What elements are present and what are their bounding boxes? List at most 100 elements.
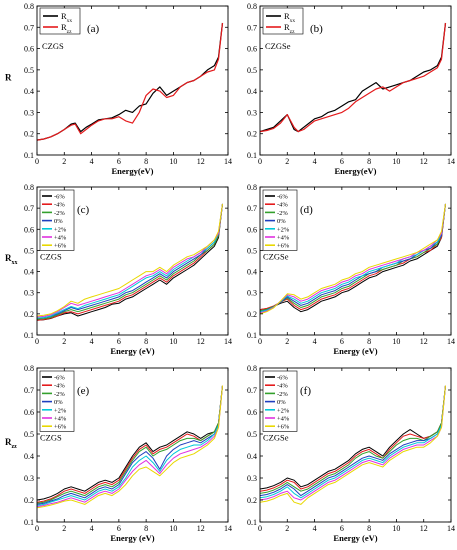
- legend-label: -6%: [54, 194, 65, 201]
- series-line-Rxx: [259, 22, 447, 133]
- x-tick-label: 4: [313, 337, 317, 346]
- series-line-plus4pct: [259, 385, 446, 501]
- legend: -6%-4%-2%0%+2% +4%+6%: [262, 189, 298, 251]
- material-label: CZGS: [40, 251, 62, 261]
- x-tick-label: 0: [258, 524, 262, 533]
- series-line-0pct: [36, 203, 223, 319]
- x-axis-label: Energy (eV): [333, 533, 377, 543]
- x-tick-label: 2: [285, 157, 289, 166]
- y-tick-label: 0.2: [24, 310, 34, 319]
- x-tick-label: 4: [313, 157, 317, 166]
- chart-panel-f: 0 2 4 6 8 10 12 14 0.1 0.2 0.3 0.4 0.5 0.6 0.7 0.8 Energ…: [247, 364, 455, 543]
- x-tick-label: 12: [420, 157, 428, 166]
- x-tick-label: 10: [169, 524, 177, 533]
- series-line-0pct: [259, 385, 446, 497]
- series-line-plus4pct: [259, 203, 446, 314]
- material-label: CZGS: [40, 432, 62, 442]
- x-tick-label: 8: [367, 524, 371, 533]
- legend: -6%-4%-2%0%+2% +4%+6%: [39, 189, 75, 251]
- y-tick-label: 0.8: [247, 2, 257, 11]
- legend-label: +2%: [277, 226, 290, 233]
- x-tick-label: 14: [224, 524, 232, 533]
- x-tick-label: 6: [340, 337, 344, 346]
- series-line-plus6pct: [36, 203, 223, 317]
- plot-frame: [36, 5, 229, 156]
- y-tick-label: 0.3: [247, 108, 257, 117]
- legend-label: +4%: [54, 416, 67, 423]
- material-label: CZGS: [42, 41, 64, 51]
- panel-label: (c): [77, 204, 90, 216]
- y-axis-label: R: [5, 73, 12, 83]
- x-tick-label: 4: [313, 524, 317, 533]
- y-tick-label: 0.7: [247, 386, 257, 395]
- x-tick-label: 8: [144, 337, 148, 346]
- y-tick-label: 0.1: [247, 151, 257, 160]
- x-tick-label: 0: [35, 524, 39, 533]
- x-tick-label: 0: [258, 157, 262, 166]
- x-tick-label: 10: [169, 337, 177, 346]
- y-tick-label: 0.8: [247, 183, 257, 192]
- x-axis-label: Energy (eV): [110, 346, 154, 356]
- legend-label: -4%: [277, 383, 288, 390]
- y-tick-label: 0.4: [247, 268, 257, 277]
- legend-label: Rzz: [61, 22, 72, 35]
- legend: -6%-4%-2%0%+2% +4%+6%: [39, 370, 75, 432]
- y-tick-label: 0.6: [24, 225, 34, 234]
- series-line-minus6pct: [259, 385, 446, 490]
- series-line-Rzz: [36, 22, 224, 141]
- y-tick-label: 0.7: [24, 386, 34, 395]
- chart-panel-a: 0 2 4 6 8 10 12 14 0.1 0.2 0.3 0.4 0.5 0.6 0.7 0.8 Energ…: [5, 2, 232, 176]
- x-tick-label: 4: [90, 337, 94, 346]
- x-tick-label: 10: [169, 157, 177, 166]
- y-tick-label: 0.2: [247, 496, 257, 505]
- legend-label: +2%: [54, 407, 67, 414]
- legend-label: Rxx: [61, 11, 72, 24]
- series-line-plus2pct: [259, 385, 446, 499]
- y-tick-label: 0.5: [247, 246, 257, 255]
- legend-label: Rxx: [284, 11, 295, 24]
- y-tick-label: 0.6: [247, 45, 257, 54]
- x-tick-label: 12: [420, 524, 428, 533]
- y-tick-label: 0.5: [24, 430, 34, 439]
- y-tick-label: 0.3: [24, 289, 34, 298]
- y-tick-label: 0.5: [247, 66, 257, 75]
- y-tick-label: 0.5: [247, 430, 257, 439]
- y-tick-label: 0.7: [247, 204, 257, 213]
- legend-label: 0%: [54, 399, 63, 406]
- legend-label: Rzz: [284, 22, 295, 35]
- y-tick-label: 0.7: [247, 23, 257, 32]
- plot-frame: [36, 186, 229, 336]
- y-tick-label: 0.2: [247, 310, 257, 319]
- legend-label: +6%: [277, 243, 290, 250]
- y-tick-label: 0.6: [24, 408, 34, 417]
- chart-panel-b: 0 2 4 6 8 10 12 14 0.1 0.2 0.3 0.4 0.5 0.6 0.7 0.8 Energ…: [247, 2, 455, 176]
- y-tick-label: 0.1: [24, 331, 34, 340]
- plot-frame: [259, 186, 452, 336]
- legend-label: -4%: [277, 202, 288, 209]
- series-line-minus2pct: [36, 203, 223, 320]
- x-tick-label: 2: [62, 524, 66, 533]
- x-tick-label: 12: [197, 157, 205, 166]
- x-tick-label: 12: [197, 337, 205, 346]
- x-tick-label: 6: [117, 337, 121, 346]
- x-tick-label: 4: [90, 157, 94, 166]
- y-tick-label: 0.6: [247, 225, 257, 234]
- y-tick-label: 0.6: [24, 45, 34, 54]
- x-tick-label: 8: [367, 157, 371, 166]
- x-tick-label: 0: [35, 337, 39, 346]
- series-line-plus6pct: [259, 385, 446, 505]
- chart-panel-c: 0 2 4 6 8 10 12 14 0.1 0.2 0.3 0.4 0.5 0.6 0.7 0.8 Energ…: [5, 183, 232, 356]
- y-tick-label: 0.5: [24, 66, 34, 75]
- legend: -6%-4%-2%0%+2% +4%+6%: [262, 370, 298, 432]
- y-tick-label: 0.2: [247, 130, 257, 139]
- x-tick-label: 2: [62, 337, 66, 346]
- series-line-minus4pct: [259, 385, 446, 492]
- legend-label: +4%: [277, 235, 290, 242]
- y-tick-label: 0.2: [24, 130, 34, 139]
- x-tick-label: 8: [367, 337, 371, 346]
- legend-label: 0%: [277, 399, 286, 406]
- legend-label: 0%: [277, 218, 286, 225]
- x-tick-label: 10: [392, 337, 400, 346]
- x-tick-label: 2: [285, 524, 289, 533]
